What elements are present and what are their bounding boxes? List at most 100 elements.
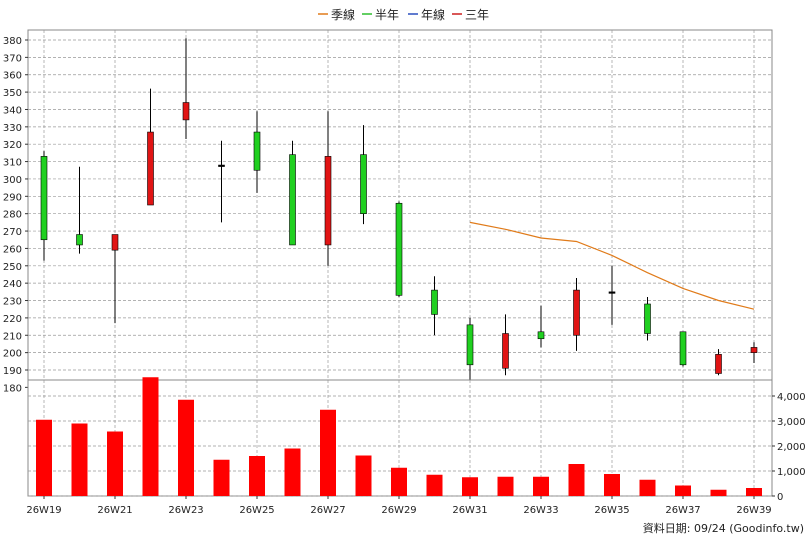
volume-bar xyxy=(71,423,88,496)
price-tick-label: 270 xyxy=(3,227,22,238)
x-tick-label: 26W23 xyxy=(168,505,203,516)
volume-bar xyxy=(320,409,336,496)
x-tick-label: 26W39 xyxy=(736,505,771,516)
legend-label: 三年 xyxy=(465,8,489,22)
candle xyxy=(715,349,722,376)
price-tick-label: 330 xyxy=(3,123,22,134)
price-tick-label: 210 xyxy=(3,331,22,342)
candle xyxy=(750,342,758,364)
candle-body xyxy=(608,291,616,294)
price-tick-label: 280 xyxy=(3,210,22,221)
candle-body xyxy=(573,289,580,336)
candle xyxy=(40,151,48,261)
data-date-footer: 資料日期: 09/24 (Goodinfo.tw) xyxy=(643,521,804,535)
volume-bar xyxy=(710,489,727,496)
candle-body xyxy=(40,156,48,241)
candle xyxy=(573,277,580,351)
price-tick-label: 190 xyxy=(3,366,22,377)
volume-bar xyxy=(355,455,372,496)
volume-bar xyxy=(142,377,159,496)
legend-label: 季線 xyxy=(331,7,355,22)
candle xyxy=(147,88,154,206)
x-tick-label: 26W27 xyxy=(310,505,345,516)
volume-bar xyxy=(462,477,478,496)
x-tick-label: 26W35 xyxy=(594,505,629,516)
candle-body xyxy=(502,333,509,369)
x-tick-label: 26W21 xyxy=(97,505,132,516)
candle-body xyxy=(218,164,225,167)
volume-bar xyxy=(391,467,407,496)
price-tick-label: 200 xyxy=(3,349,22,360)
volume-bar xyxy=(426,474,443,496)
price-tick-label: 340 xyxy=(3,105,22,116)
volume-bar xyxy=(497,476,514,496)
candle xyxy=(111,234,119,324)
candle xyxy=(360,125,367,225)
candle xyxy=(218,140,225,223)
candle xyxy=(502,314,509,376)
x-tick-label: 26W19 xyxy=(26,505,61,516)
candle-body xyxy=(750,347,758,353)
candle-body xyxy=(289,154,296,246)
candle-body xyxy=(147,131,154,206)
price-tick-label: 380 xyxy=(3,36,22,47)
candle-body xyxy=(644,303,651,334)
volume-panel: 0 1,000 2,000 3,000 4,000 xyxy=(27,377,806,503)
candle-body xyxy=(466,324,474,366)
ma-season-line xyxy=(469,221,755,310)
volume-bar xyxy=(675,485,691,496)
legend: 季線 半年 年線 三年 xyxy=(318,7,489,22)
candle xyxy=(644,297,651,341)
candle-body xyxy=(182,102,190,121)
candle-body xyxy=(395,202,403,296)
candle xyxy=(324,111,332,266)
candle-body xyxy=(76,234,83,246)
price-tick-label: 260 xyxy=(3,244,22,255)
volume-bar xyxy=(107,431,123,496)
candle xyxy=(395,201,403,298)
candle xyxy=(537,305,545,348)
candle-body xyxy=(253,131,261,171)
price-tick-label: 290 xyxy=(3,192,22,203)
volume-tick-label: 3,000 xyxy=(777,417,806,428)
x-tick-label: 26W29 xyxy=(381,505,416,516)
price-tick-label: 220 xyxy=(3,314,22,325)
legend-item: 年線 xyxy=(408,7,445,22)
price-tick-label: 320 xyxy=(3,140,22,151)
price-tick-label: 230 xyxy=(3,297,22,308)
volume-tick-label: 1,000 xyxy=(777,467,806,478)
volume-bar xyxy=(213,459,230,496)
candle-body xyxy=(111,234,119,251)
legend-label: 半年 xyxy=(375,8,399,22)
volume-bar xyxy=(178,399,194,496)
candle xyxy=(679,331,687,367)
candle-body xyxy=(715,354,722,374)
volume-bar xyxy=(746,488,762,496)
legend-item: 三年 xyxy=(452,8,489,22)
candle-body xyxy=(360,154,367,214)
candle xyxy=(182,38,190,139)
volume-bar xyxy=(284,448,301,496)
candle-body xyxy=(431,289,438,315)
legend-label: 年線 xyxy=(421,7,445,22)
x-tick-label: 26W31 xyxy=(452,505,487,516)
candle xyxy=(289,140,296,246)
x-tick-label: 26W37 xyxy=(665,505,700,516)
volume-tick-label: 0 xyxy=(777,492,783,503)
price-tick-label: 360 xyxy=(3,71,22,82)
volume-tick-label: 2,000 xyxy=(777,442,806,453)
price-panel: 180 190 200 210 220 230 240 250 260 270 280 290 300 3… xyxy=(3,29,773,398)
candle xyxy=(76,166,83,254)
volume-bar xyxy=(36,419,52,496)
price-tick-label: 370 xyxy=(3,53,22,64)
volume-bar xyxy=(639,479,656,496)
volume-bar xyxy=(568,464,585,496)
volume-bar xyxy=(604,474,620,496)
candle xyxy=(608,265,616,325)
volume-bar xyxy=(533,476,549,496)
candle-body xyxy=(537,331,545,340)
x-tick-label: 26W25 xyxy=(239,505,274,516)
x-tick-label: 26W33 xyxy=(523,505,558,516)
price-tick-label: 250 xyxy=(3,262,22,273)
